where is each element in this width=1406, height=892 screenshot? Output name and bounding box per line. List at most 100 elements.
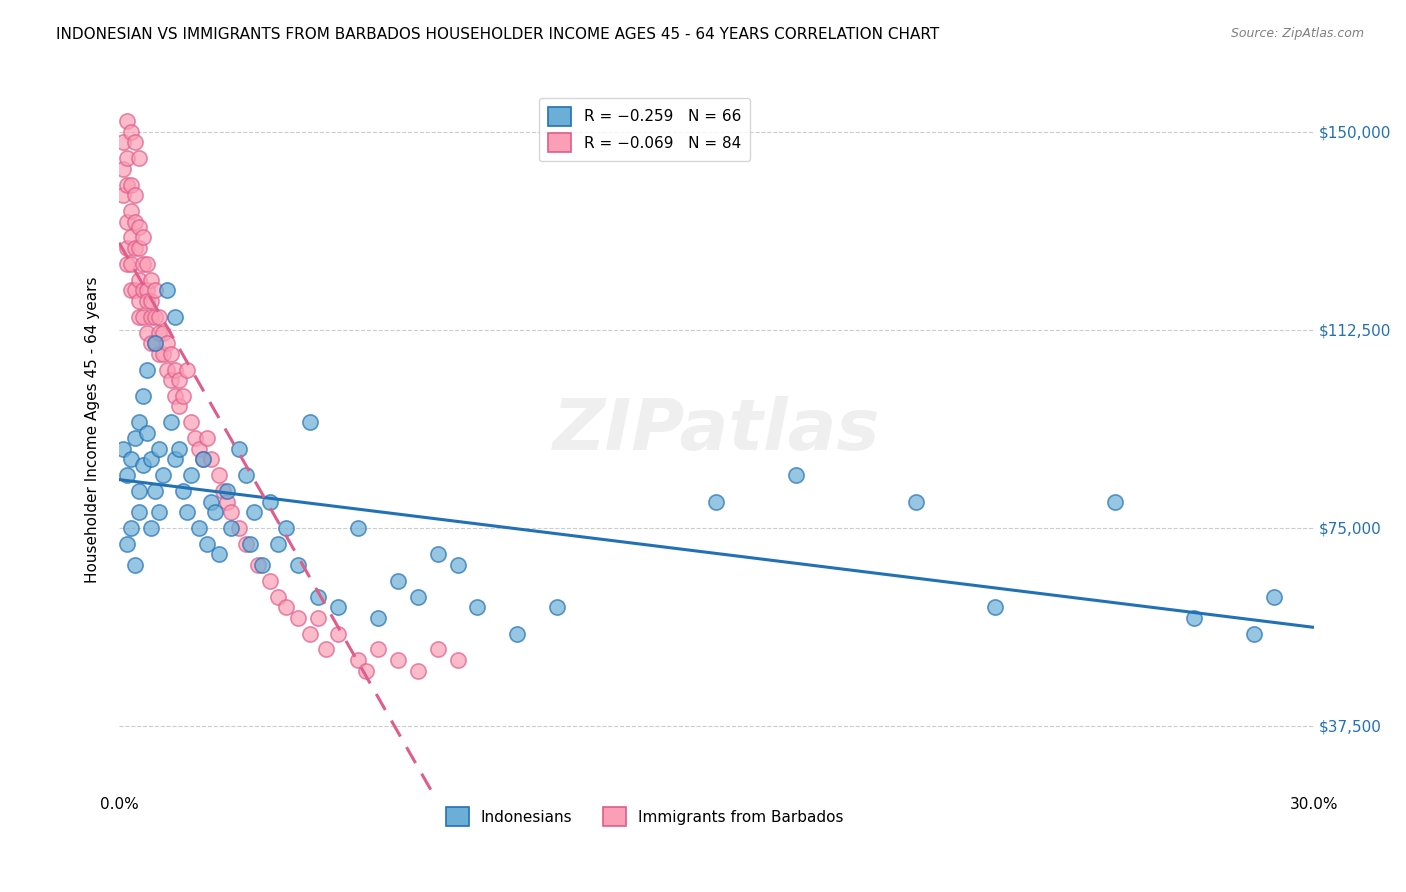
Point [207, 468, 229, 483]
Point [387, 574, 409, 588]
Point [259, 494, 281, 508]
Point [120, 230, 142, 244]
Point [143, 336, 166, 351]
Point [287, 558, 309, 572]
Point [506, 626, 529, 640]
Point [135, 257, 157, 271]
Point [191, 452, 214, 467]
Point [139, 336, 162, 351]
Point [143, 310, 166, 324]
Point [307, 610, 329, 624]
Point [176, 505, 198, 519]
Text: ZIPatlas: ZIPatlas [553, 396, 880, 465]
Point [128, 293, 150, 308]
Point [132, 310, 155, 324]
Point [120, 521, 142, 535]
Point [120, 452, 142, 467]
Point [135, 425, 157, 440]
Point [326, 600, 349, 615]
Point [132, 389, 155, 403]
Point [785, 468, 807, 483]
Point [139, 273, 162, 287]
Point [176, 362, 198, 376]
Point [135, 326, 157, 340]
Point [159, 346, 181, 360]
Point [406, 590, 429, 604]
Point [228, 442, 250, 456]
Text: Source: ZipAtlas.com: Source: ZipAtlas.com [1230, 27, 1364, 40]
Point [215, 494, 238, 508]
Point [132, 283, 155, 297]
Point [546, 600, 568, 615]
Point [124, 283, 146, 297]
Point [148, 505, 170, 519]
Point [276, 521, 298, 535]
Y-axis label: Householder Income Ages 45 - 64 years: Householder Income Ages 45 - 64 years [86, 277, 100, 583]
Point [112, 188, 135, 202]
Point [204, 505, 226, 519]
Point [247, 558, 270, 572]
Point [200, 494, 222, 508]
Point [163, 362, 186, 376]
Point [120, 178, 142, 192]
Point [143, 283, 166, 297]
Point [347, 653, 370, 667]
Point [115, 468, 138, 483]
Point [706, 494, 728, 508]
Point [132, 257, 155, 271]
Point [112, 442, 135, 456]
Point [143, 336, 166, 351]
Point [135, 283, 157, 297]
Point [152, 326, 174, 340]
Point [267, 537, 290, 551]
Point [120, 283, 142, 297]
Point [124, 241, 146, 255]
Point [112, 136, 135, 150]
Point [163, 452, 186, 467]
Point [163, 389, 186, 403]
Point [426, 547, 449, 561]
Point [128, 415, 150, 429]
Point [139, 452, 162, 467]
Point [172, 483, 194, 498]
Point [446, 653, 468, 667]
Point [180, 468, 202, 483]
Point [132, 458, 155, 472]
Point [315, 642, 337, 657]
Point [124, 214, 146, 228]
Point [1104, 494, 1126, 508]
Point [148, 346, 170, 360]
Point [128, 505, 150, 519]
Point [299, 415, 322, 429]
Point [267, 590, 290, 604]
Point [387, 653, 409, 667]
Point [143, 483, 166, 498]
Point [211, 483, 233, 498]
Point [135, 362, 157, 376]
Point [195, 431, 218, 445]
Point [367, 610, 389, 624]
Point [128, 483, 150, 498]
Point [128, 219, 150, 234]
Point [446, 558, 468, 572]
Point [228, 521, 250, 535]
Point [159, 373, 181, 387]
Point [406, 664, 429, 678]
Point [128, 310, 150, 324]
Point [235, 468, 257, 483]
Point [148, 310, 170, 324]
Point [215, 483, 238, 498]
Point [115, 178, 138, 192]
Point [115, 257, 138, 271]
Point [115, 537, 138, 551]
Point [299, 626, 322, 640]
Point [124, 136, 146, 150]
Point [347, 521, 370, 535]
Point [172, 389, 194, 403]
Point [207, 547, 229, 561]
Point [191, 452, 214, 467]
Point [187, 442, 209, 456]
Point [128, 273, 150, 287]
Point [156, 283, 179, 297]
Point [219, 521, 242, 535]
